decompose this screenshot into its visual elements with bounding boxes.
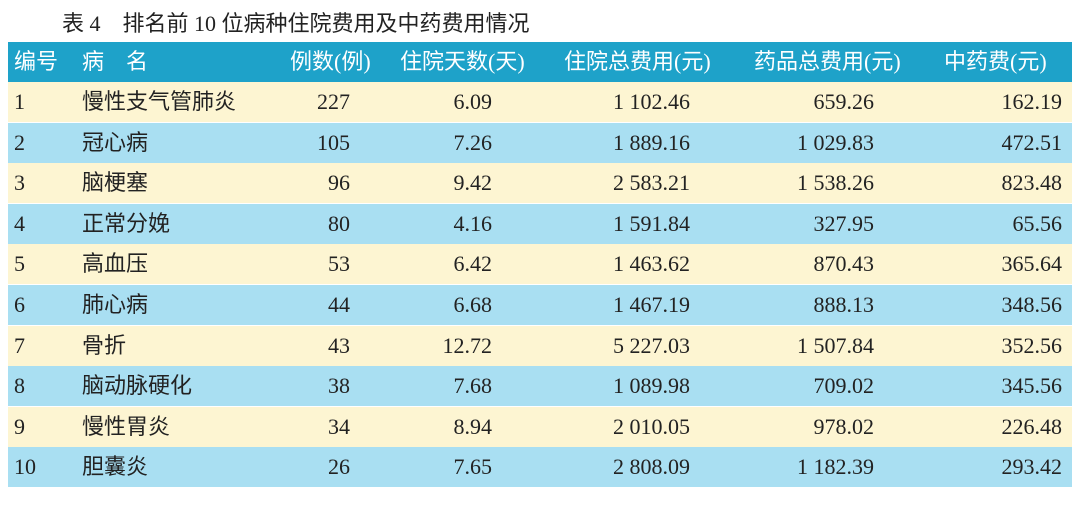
table-cell: 26 [328, 454, 350, 480]
table-cell: 1 463.62 [613, 251, 690, 277]
table-cell: 80 [328, 210, 350, 236]
table-cell: 2 010.05 [613, 413, 690, 439]
header-cell: 药品总费用(元) [754, 49, 901, 74]
table-cell: 870.43 [813, 251, 875, 277]
table-cell: 8.94 [453, 413, 493, 439]
table-cell: 1 029.83 [797, 129, 874, 155]
table-cell: 352.56 [1001, 332, 1063, 358]
header-row: 编号病 名 例数(例) 住院天数(天) 住院总费用(元) 药品总费用(元) 中药费(元) [8, 42, 1072, 82]
table-cell: 2 [14, 129, 25, 155]
table-cell: 冠心病 [82, 129, 149, 155]
table-cell: 1 089.98 [613, 373, 690, 399]
table-cell: 978.02 [813, 413, 875, 439]
table-cell: 慢性胃炎 [82, 413, 171, 439]
table-cell: 胆囊炎 [82, 454, 149, 480]
table-row: 4 正常分娩 80 4.16 1 591.84 327.95 65.56 [8, 203, 1072, 244]
table-cell: 38 [328, 373, 350, 399]
table-cell: 472.51 [1001, 129, 1063, 155]
table-row: 8 脑动脉硬化 38 7.68 1 089.98 709.02 345.56 [8, 366, 1072, 407]
table-caption: 表 4 排名前 10 位病种住院费用及中药费用情况 [62, 11, 530, 36]
table-cell: 65.56 [1012, 210, 1063, 236]
table-cell: 8 [14, 373, 25, 399]
header-cell: 中药费(元) [944, 49, 1047, 74]
table-cell: 3 [14, 170, 25, 196]
table-cell: 53 [328, 251, 350, 277]
table-cell: 43 [328, 332, 350, 358]
table-cell: 2 808.09 [613, 454, 690, 480]
table-row: 9 慢性胃炎 34 8.94 2 010.05 978.02 226.48 [8, 406, 1072, 447]
table-cell: 348.56 [1001, 292, 1063, 317]
header-cell: 病 名 [82, 49, 149, 74]
table-cell: 327.95 [813, 210, 875, 236]
table-cell: 12.72 [442, 332, 493, 358]
table-cell: 162.19 [1001, 89, 1063, 114]
table-cell: 823.48 [1001, 170, 1063, 196]
header-cell: 住院天数(天) [400, 49, 525, 74]
table-cell: 1 [14, 89, 25, 114]
header-cell: 编号 [14, 49, 59, 74]
table-cell: 105 [317, 129, 350, 155]
table-cell: 高血压 [82, 251, 149, 277]
table-cell: 888.13 [813, 292, 875, 317]
table-row: 6 肺心病 44 6.68 1 467.19 888.13 348.56 [8, 285, 1072, 325]
table-cell: 1 182.39 [797, 454, 874, 480]
table-cell: 7 [14, 332, 25, 358]
table-cell: 慢性支气管肺炎 [82, 89, 237, 114]
table-row: 1 慢性支气管肺炎 227 6.09 1 102.46 659.26 162.19 [8, 82, 1072, 122]
table-cell: 7.65 [453, 454, 493, 480]
table-cell: 34 [328, 413, 350, 439]
table-cell: 4.16 [453, 210, 493, 236]
table-cell: 5 227.03 [613, 332, 690, 358]
table-cell: 7.26 [453, 129, 493, 155]
table-cell: 6.42 [453, 251, 493, 277]
table-cell: 226.48 [1001, 413, 1063, 439]
table-cell: 6.09 [453, 89, 493, 114]
table-cell: 293.42 [1001, 454, 1063, 480]
table-row: 5 高血压 53 6.42 1 463.62 870.43 365.64 [8, 244, 1072, 285]
table-cell: 1 889.16 [613, 129, 690, 155]
table-cell: 365.64 [1001, 251, 1063, 277]
table-cell: 9 [14, 413, 25, 439]
table-cell: 44 [328, 292, 350, 317]
table-cell: 6 [14, 292, 25, 317]
table-cell: 1 467.19 [613, 292, 690, 317]
table-cell: 正常分娩 [82, 210, 171, 236]
table-cell: 1 538.26 [797, 170, 874, 196]
table-cell: 肺心病 [82, 292, 149, 317]
table-row: 7 骨折 43 12.72 5 227.03 1 507.84 352.56 [8, 325, 1072, 366]
header-cell: 住院总费用(元) [564, 49, 711, 74]
table-cell: 10 [14, 454, 36, 480]
table-cell: 96 [328, 170, 350, 196]
table-cell: 1 591.84 [613, 210, 690, 236]
table-cell: 骨折 [82, 332, 127, 358]
table-cell: 脑梗塞 [82, 170, 149, 196]
table-cell: 1 507.84 [797, 332, 874, 358]
table-row: 10 胆囊炎 26 7.65 2 808.09 1 182.39 293.42 [8, 447, 1072, 488]
table-cell: 6.68 [453, 292, 493, 317]
header-cell: 例数(例) [290, 49, 371, 74]
table-cell: 9.42 [453, 170, 493, 196]
table-cell: 227 [317, 89, 350, 114]
table-cell: 345.56 [1001, 373, 1063, 399]
table-row: 3 脑梗塞 96 9.42 2 583.21 1 538.26 823.48 [8, 163, 1072, 204]
table-cell: 脑动脉硬化 [82, 373, 193, 399]
table-cell: 4 [14, 210, 25, 236]
table-cell: 1 102.46 [613, 89, 690, 114]
table-row: 2 冠心病 105 7.26 1 889.16 1 029.83 472.51 [8, 122, 1072, 163]
table-cell: 7.68 [453, 373, 493, 399]
table-cell: 659.26 [813, 89, 875, 114]
table-cell: 709.02 [813, 373, 875, 399]
table-cell: 5 [14, 251, 25, 277]
table-cell: 2 583.21 [613, 170, 690, 196]
